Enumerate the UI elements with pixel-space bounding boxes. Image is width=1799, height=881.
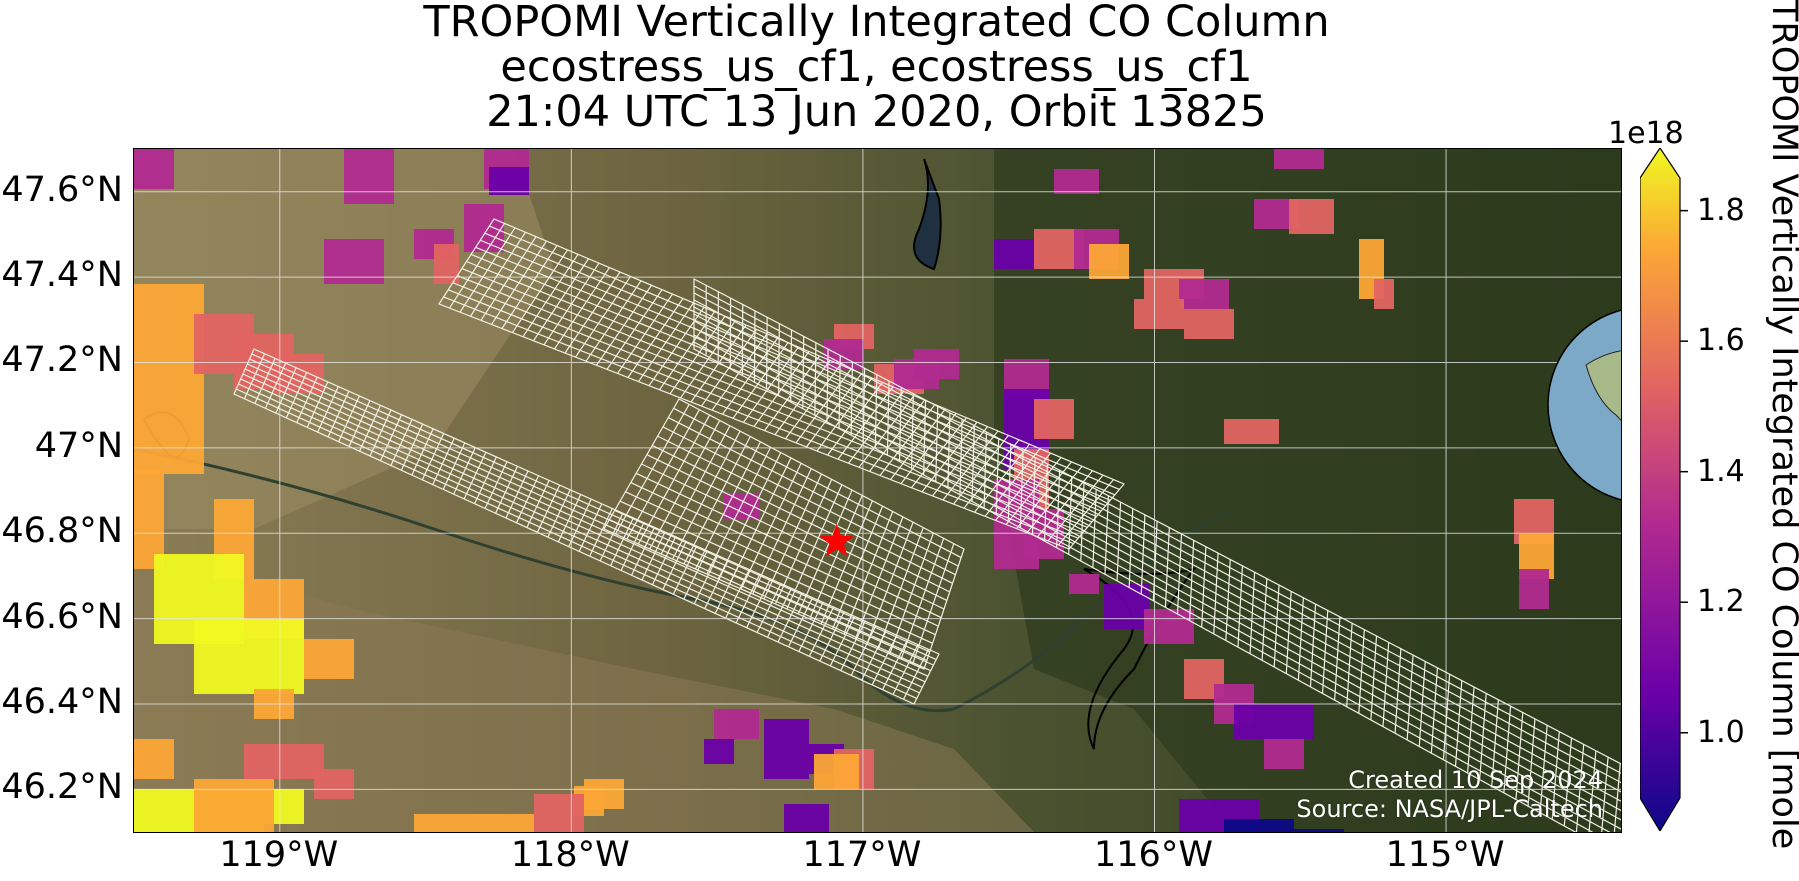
co-pixel bbox=[534, 794, 584, 832]
lon-tick-label: 116°W bbox=[1094, 835, 1213, 875]
co-pixel bbox=[489, 167, 529, 195]
credit-created: Created 10 Sep 2024 bbox=[1348, 766, 1603, 794]
co-pixel bbox=[814, 754, 859, 789]
co-pixel bbox=[1104, 584, 1149, 629]
colorbar-body bbox=[1640, 148, 1681, 831]
co-pixel bbox=[134, 469, 164, 569]
colorbar bbox=[1640, 148, 1688, 831]
lat-tick-label: 47.2°N bbox=[1, 340, 123, 381]
colorbar-tick-label: 1.0 bbox=[1697, 714, 1745, 750]
co-pixel bbox=[314, 769, 354, 799]
co-pixel bbox=[1234, 704, 1274, 739]
map-canvas bbox=[134, 149, 1621, 832]
co-pixel bbox=[1179, 279, 1229, 309]
co-pixel bbox=[1054, 169, 1099, 194]
lat-tick-label: 46.8°N bbox=[1, 511, 123, 552]
lon-tick-label: 118°W bbox=[510, 835, 630, 875]
co-pixel bbox=[194, 779, 274, 832]
clearwater-river bbox=[953, 507, 1235, 711]
lat-tick-label: 47.6°N bbox=[1, 169, 123, 210]
colorbar-exponent: 1e18 bbox=[1608, 116, 1684, 151]
co-pixel bbox=[764, 719, 809, 779]
co-pixel bbox=[414, 814, 534, 832]
lat-tick-label: 47.4°N bbox=[1, 255, 123, 296]
site-star-marker[interactable] bbox=[819, 523, 854, 557]
co-pixel bbox=[1374, 279, 1394, 309]
lake-outline-2 bbox=[1083, 567, 1197, 750]
co-pixel bbox=[274, 354, 324, 394]
colorbar-tick-label: 1.4 bbox=[1697, 453, 1745, 489]
co-pixel bbox=[194, 619, 304, 694]
title-line-1: TROPOMI Vertically Integrated CO Column bbox=[423, 0, 1330, 47]
colorbar-label: TROPOMI Vertically Integrated CO Column … bbox=[1764, 0, 1799, 850]
swath-grid bbox=[235, 353, 937, 700]
co-pixel bbox=[1184, 309, 1234, 339]
co-pixel bbox=[1274, 149, 1324, 169]
swath-outline bbox=[603, 398, 965, 670]
co-pixel bbox=[134, 739, 174, 779]
co-pixel bbox=[584, 779, 624, 809]
globe-land bbox=[1585, 350, 1621, 422]
co-pixel bbox=[134, 284, 204, 474]
co-pixel bbox=[324, 239, 384, 284]
co-pixel bbox=[914, 349, 959, 379]
lon-tick-label: 115°W bbox=[1385, 835, 1505, 875]
swath-grid bbox=[693, 285, 1621, 832]
co-pixel bbox=[1034, 399, 1074, 439]
co-pixel bbox=[1069, 574, 1099, 594]
co-pixel bbox=[784, 804, 829, 832]
gridlines bbox=[134, 149, 1621, 832]
co-pixel bbox=[134, 149, 174, 189]
lat-tick-label: 46.6°N bbox=[1, 596, 123, 637]
snake-river bbox=[134, 447, 955, 713]
colorbar-tick-label: 1.2 bbox=[1697, 584, 1745, 620]
co-pixel bbox=[1519, 569, 1549, 609]
co-pixel bbox=[464, 204, 504, 252]
co-pixel bbox=[1274, 704, 1314, 739]
colorbar-tick-label: 1.8 bbox=[1697, 192, 1745, 228]
co-pixel bbox=[1224, 819, 1294, 832]
co-pixel bbox=[244, 744, 324, 779]
co-pixel bbox=[304, 639, 354, 679]
co-pixel bbox=[704, 739, 734, 764]
co-pixel bbox=[1134, 299, 1184, 329]
co-pixel bbox=[1264, 739, 1304, 769]
co-pixel bbox=[714, 709, 759, 739]
co-pixel bbox=[1089, 244, 1129, 279]
lon-tick-label: 119°W bbox=[219, 835, 339, 875]
credit-source: Source: NASA/JPL-Caltech bbox=[1296, 795, 1603, 823]
co-pixel bbox=[1144, 609, 1194, 644]
co-pixel bbox=[1289, 199, 1334, 234]
co-pixel bbox=[344, 149, 394, 204]
lat-tick-label: 46.2°N bbox=[1, 767, 123, 808]
lat-tick-label: 46.4°N bbox=[1, 681, 123, 722]
co-pixel bbox=[1284, 829, 1344, 832]
title-line-3: 21:04 UTC 13 Jun 2020, Orbit 13825 bbox=[486, 87, 1267, 137]
lon-tick-label: 117°W bbox=[802, 835, 922, 875]
co-pixel bbox=[994, 239, 1039, 269]
swath-grid bbox=[609, 404, 962, 665]
lat-tick-label: 47°N bbox=[34, 425, 123, 466]
chart-title: TROPOMI Vertically Integrated CO Column … bbox=[133, 0, 1620, 135]
co-pixel-layer bbox=[134, 149, 1554, 832]
globe-inset bbox=[1546, 305, 1621, 505]
colorbar-tick-label: 1.6 bbox=[1697, 323, 1745, 359]
map-panel[interactable]: Created 10 Sep 2024 Source: NASA/JPL-Cal… bbox=[133, 148, 1622, 833]
title-line-2: ecostress_us_cf1, ecostress_us_cf1 bbox=[500, 42, 1253, 92]
co-pixel bbox=[1224, 419, 1279, 444]
